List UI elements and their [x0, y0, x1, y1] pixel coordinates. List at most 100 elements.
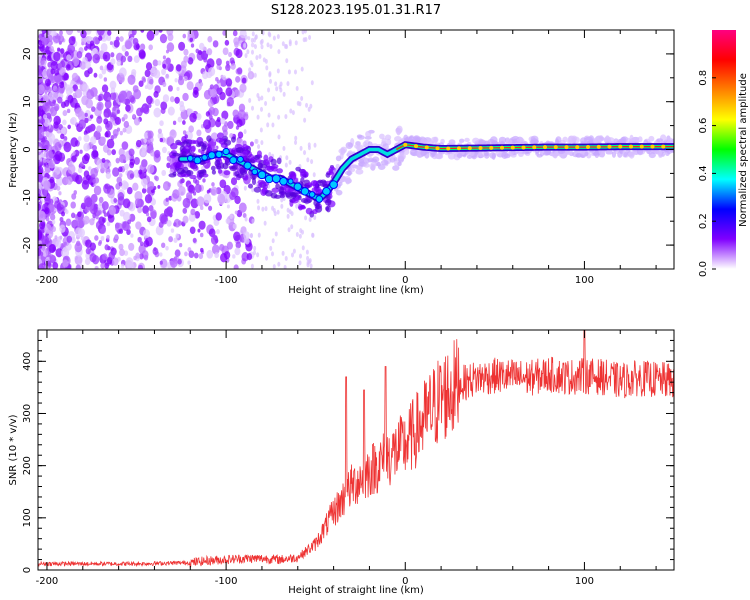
heatmap-speckle — [40, 59, 45, 65]
heatmap-speckle — [71, 219, 79, 229]
heatmap-speckle — [111, 149, 116, 156]
heatmap-speckle — [242, 144, 248, 150]
heatmap-speckle — [38, 203, 42, 211]
heatmap-speckle — [150, 67, 156, 74]
heatmap-speckle — [48, 243, 56, 254]
heatmap-speckle — [67, 164, 76, 175]
heatmap-speckle — [63, 241, 67, 246]
heatmap-speckle — [145, 62, 153, 71]
heatmap-speckle — [253, 44, 257, 50]
snr-y-tick-label: 100 — [22, 508, 33, 527]
heatmap-x-tick-label: -200 — [36, 275, 59, 286]
heatmap-speckle — [84, 257, 91, 266]
heatmap-speckle — [103, 183, 112, 194]
heatmap-speckle — [404, 147, 410, 156]
heatmap-speckle — [183, 75, 188, 82]
heatmap-speckle — [350, 167, 356, 172]
heatmap-speckle — [367, 141, 373, 148]
heatmap-speckle — [118, 181, 123, 187]
ridge-blob — [287, 178, 294, 185]
heatmap-speckle — [219, 91, 226, 101]
heatmap-speckle — [161, 169, 167, 177]
ridge-blob — [403, 142, 408, 147]
heatmap-speckle — [161, 146, 167, 154]
heatmap-speckle — [77, 211, 82, 218]
heatmap-speckle — [207, 36, 213, 43]
heatmap-speckle — [420, 150, 427, 157]
snr-x-tick-label: 100 — [575, 576, 594, 587]
heatmap-speckle — [264, 58, 268, 64]
heatmap-speckle — [175, 161, 182, 169]
snr-y-tick-label: 200 — [22, 456, 33, 475]
heatmap-speckle — [106, 123, 110, 128]
heatmap-speckle — [42, 157, 47, 163]
heatmap-speckle — [266, 122, 270, 128]
heatmap-speckle — [94, 265, 99, 269]
heatmap-speckle — [286, 81, 290, 87]
heatmap-speckle — [144, 194, 153, 204]
heatmap-speckle — [298, 233, 302, 239]
heatmap-speckle — [127, 55, 133, 63]
heatmap-speckle — [118, 228, 124, 234]
heatmap-speckle — [143, 254, 149, 261]
heatmap-speckle — [298, 253, 302, 259]
heatmap-speckle — [210, 235, 219, 245]
heatmap-speckle — [250, 49, 254, 55]
heatmap-speckle — [172, 171, 177, 176]
heatmap-speckle — [38, 100, 41, 107]
heatmap-speckle — [50, 75, 56, 84]
heatmap-speckle — [103, 212, 108, 217]
heatmap-speckle — [139, 106, 145, 113]
ridge-blob — [322, 186, 331, 196]
heatmap-speckle — [357, 135, 365, 140]
heatmap-speckle — [244, 216, 248, 222]
heatmap-speckle — [148, 141, 154, 148]
heatmap-speckle — [118, 90, 127, 101]
heatmap-speckle — [335, 189, 343, 196]
heatmap-speckle — [48, 133, 56, 143]
heatmap-speckle — [198, 171, 204, 178]
heatmap-speckle — [249, 141, 254, 147]
ridge-blob — [293, 182, 303, 191]
heatmap-speckle — [182, 33, 187, 39]
ridge-blob — [271, 174, 281, 184]
heatmap-speckle — [114, 234, 119, 240]
heatmap-speckle — [163, 183, 168, 190]
heatmap-speckle — [75, 264, 81, 269]
heatmap-speckle — [539, 151, 544, 157]
heatmap-speckle — [269, 44, 273, 50]
heatmap-speckle — [256, 252, 260, 258]
heatmap-speckle — [255, 138, 259, 144]
heatmap-speckle — [118, 243, 124, 251]
heatmap-speckle — [283, 264, 287, 269]
heatmap-speckle — [157, 132, 164, 140]
heatmap-speckle — [459, 138, 465, 143]
colorbar-ticks: 0.0 0.2 0.4 0.6 0.8 — [698, 70, 716, 277]
heatmap-speckle — [255, 158, 262, 163]
heatmap-speckle — [92, 150, 99, 158]
heatmap-speckle — [103, 118, 109, 125]
heatmap-speckle — [147, 181, 155, 191]
heatmap-speckle — [280, 203, 284, 209]
heatmap-speckle — [236, 67, 243, 75]
heatmap-speckle — [183, 55, 189, 63]
heatmap-speckle — [247, 183, 254, 189]
heatmap-speckle — [67, 124, 71, 130]
heatmap-speckle — [143, 106, 150, 115]
heatmap-speckle — [295, 85, 299, 91]
heatmap-speckle — [147, 103, 152, 109]
heatmap-speckle — [175, 233, 180, 239]
heatmap-speckle — [294, 40, 298, 46]
heatmap-speckle — [277, 114, 281, 120]
heatmap-speckle — [82, 83, 89, 93]
heatmap-speckle — [109, 206, 116, 216]
ridge-blob — [424, 145, 429, 150]
heatmap-speckle — [223, 139, 232, 146]
heatmap-speckle — [200, 247, 204, 253]
heatmap-speckle — [138, 80, 144, 87]
heatmap-speckle — [115, 36, 120, 42]
heatmap-speckle — [55, 116, 60, 122]
heatmap-speckle — [96, 101, 104, 111]
heatmap-speckle — [203, 89, 212, 100]
heatmap-ridge — [177, 141, 674, 203]
